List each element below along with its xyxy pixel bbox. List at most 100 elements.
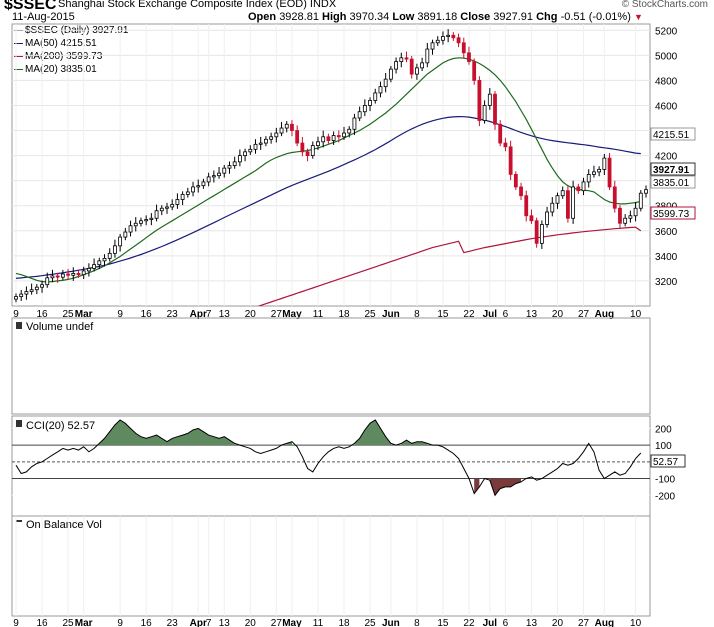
candle <box>170 199 175 211</box>
x-tick-label: 25 <box>63 618 75 627</box>
x-tick-label: 15 <box>437 618 449 627</box>
candle <box>352 113 357 135</box>
candle-body <box>29 289 34 292</box>
ma50-line <box>15 115 641 279</box>
candle <box>279 121 284 137</box>
candle-body <box>274 132 279 138</box>
close-label: Close <box>460 11 491 23</box>
candle <box>331 131 336 145</box>
y-tick-label: 4200 <box>655 152 678 163</box>
candle <box>102 254 107 267</box>
candle-body <box>237 155 242 163</box>
x-tick-label: 15 <box>437 309 449 320</box>
candle <box>487 88 492 110</box>
candle-body <box>34 286 39 291</box>
candle-body <box>487 93 492 106</box>
candle-body <box>191 186 195 193</box>
candle-body <box>139 220 143 224</box>
ohlc-readout: Open 3928.81 High 3970.34 Low 3891.18 Cl… <box>248 11 643 23</box>
candle-body <box>362 105 367 113</box>
candle <box>623 214 628 227</box>
low-value: 3891.18 <box>417 11 458 23</box>
candle <box>175 193 180 209</box>
candle-body <box>524 195 529 217</box>
candle <box>237 149 242 167</box>
candle-body <box>128 225 133 233</box>
candle <box>123 227 128 241</box>
legend-label: MA(20) 3835.01 <box>25 64 97 75</box>
x-tick-label: 16 <box>141 618 153 627</box>
x-tick-label: 16 <box>36 309 48 320</box>
candle-body <box>321 136 326 143</box>
x-tick-label: 27 <box>578 618 590 627</box>
x-tick-label: 18 <box>338 618 350 627</box>
price-y-axis: 3200340036003800400042004400460048005000… <box>655 26 678 288</box>
candle <box>618 205 622 229</box>
chart-title: Shanghai Stock Exchange Composite Index … <box>58 0 337 10</box>
candlestick-series <box>14 29 648 303</box>
candle-body <box>97 260 102 266</box>
x-tick-label: 27 <box>271 309 283 320</box>
x-tick-label: 25 <box>364 618 376 627</box>
candle-body <box>331 135 336 141</box>
candle <box>321 130 326 148</box>
cci-overbought-fill <box>354 420 391 446</box>
candle-body <box>253 143 258 150</box>
candle-body <box>180 194 185 200</box>
candle <box>644 185 648 198</box>
cci-tick-label: -200 <box>655 491 675 502</box>
candle <box>232 156 237 169</box>
x-tick-label: 16 <box>141 309 153 320</box>
candle-body <box>539 224 544 244</box>
candle <box>612 180 617 213</box>
source-credit[interactable]: © StockCharts.com <box>621 0 708 10</box>
candle <box>607 152 612 191</box>
legend-label: MA(200) 3599.73 <box>25 51 103 62</box>
legend-swatch <box>14 68 23 70</box>
candle-body <box>284 123 289 129</box>
x-tick-label: 22 <box>463 618 475 627</box>
candle <box>201 178 206 189</box>
price-gridlines <box>12 29 650 282</box>
legend-item-ma200: MA(200) 3599.73 <box>14 50 128 63</box>
candle <box>60 269 65 281</box>
candle-body <box>185 191 190 195</box>
candle <box>258 136 263 150</box>
ma20-line <box>15 57 641 283</box>
candle <box>586 169 591 188</box>
candle-body <box>269 136 274 140</box>
x-tick-label: Apr <box>190 309 207 320</box>
close-value: 3927.91 <box>493 11 534 23</box>
candle-body <box>227 165 232 169</box>
candle <box>503 137 508 152</box>
candle-body <box>493 93 497 125</box>
candle-body <box>170 204 175 208</box>
legend-label: MA(50) 4215.51 <box>25 38 97 49</box>
candle-body <box>399 57 404 63</box>
candle-body <box>503 142 508 148</box>
candle-body <box>40 284 44 288</box>
x-tick-label: Aug <box>595 618 614 627</box>
x-tick-label: 25 <box>63 309 75 320</box>
candle <box>14 293 18 303</box>
candle <box>92 258 96 272</box>
candle <box>144 215 149 226</box>
candle <box>139 217 143 227</box>
candle <box>149 213 154 226</box>
candle-body <box>388 68 393 80</box>
x-tick-label: 13 <box>219 618 231 627</box>
candle <box>211 170 216 183</box>
candle-body <box>279 127 284 134</box>
candle <box>467 46 471 65</box>
candle-body <box>623 217 628 224</box>
candle-body <box>607 157 612 188</box>
candle-body <box>383 78 388 88</box>
price-x-axis: 9 16 25 Mar 9 16 23 Apr 7 13 20 27 May 11 18 25 Jun 8 15 22… <box>13 24 642 320</box>
candle <box>300 136 305 157</box>
candle <box>336 130 341 143</box>
cci-line <box>15 419 642 497</box>
chg-value: -0.51 (-0.01%) <box>560 11 631 23</box>
candle-body <box>373 92 378 101</box>
candle <box>274 127 279 143</box>
candle <box>362 99 367 117</box>
